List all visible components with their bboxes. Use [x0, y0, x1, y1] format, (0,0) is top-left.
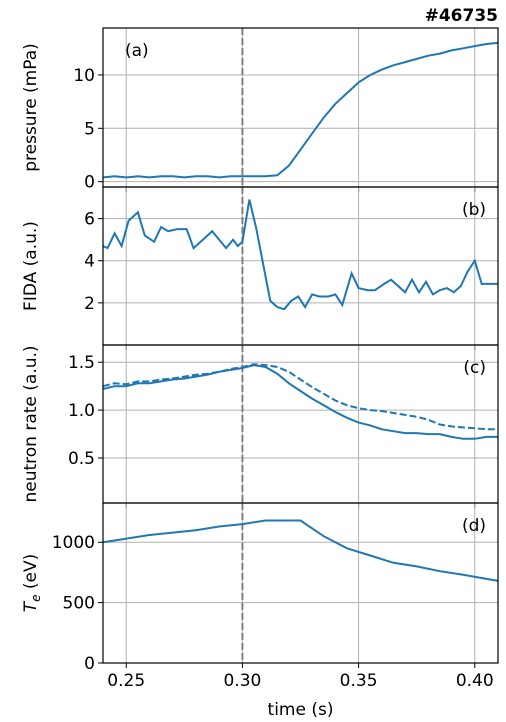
chart-title: #46735 — [425, 6, 498, 26]
y-axis-label: pressure (mPa) — [21, 43, 41, 172]
x-tick-label: 0.40 — [456, 671, 494, 691]
y-tick-label: 1.0 — [68, 401, 95, 421]
y-tick-label: 1000 — [52, 533, 95, 553]
y-axis-label: neutron rate (a.u.) — [21, 345, 41, 502]
y-tick-label: 5 — [84, 119, 95, 139]
y-tick-label: 10 — [73, 66, 95, 86]
panel-label: (b) — [462, 200, 486, 220]
x-tick-label: 0.30 — [223, 671, 261, 691]
y-tick-label: 1.5 — [68, 353, 95, 373]
x-tick-label: 0.35 — [340, 671, 378, 691]
axes-frame — [102, 27, 499, 188]
line — [103, 363, 498, 431]
line — [103, 199, 498, 311]
y-tick-label: 0.5 — [68, 449, 95, 469]
y-tick-label: 2 — [84, 294, 95, 314]
x-axis-label: time (s) — [268, 700, 334, 720]
y-tick-label: 0 — [84, 173, 95, 193]
panel-label: (d) — [462, 516, 486, 536]
line — [103, 519, 498, 582]
x-tick-label: 0.25 — [107, 671, 145, 691]
y-axis-label: Te (eV) — [21, 554, 43, 613]
line — [103, 364, 498, 440]
y-axis-label: FIDA (a.u.) — [21, 221, 41, 311]
panel-label: (c) — [463, 358, 486, 378]
y-tick-label: 500 — [63, 594, 95, 614]
line — [103, 41, 498, 179]
y-tick-label: 0 — [84, 654, 95, 674]
axes-frame — [102, 502, 499, 664]
y-tick-label: 6 — [84, 210, 95, 230]
axes-frame — [102, 186, 499, 346]
panel-label: (a) — [125, 41, 149, 61]
y-tick-label: 4 — [84, 252, 95, 272]
